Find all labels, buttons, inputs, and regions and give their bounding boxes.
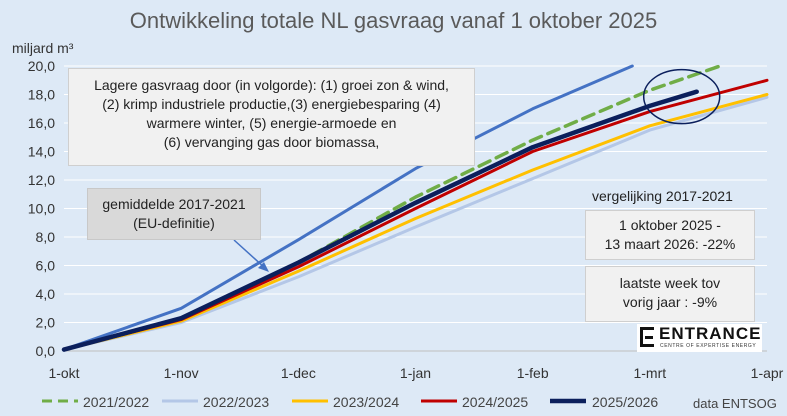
x-tick-label: 1-mrt <box>633 365 666 381</box>
causes-line: (2) krimp industriele productie,(3) ener… <box>102 96 441 112</box>
x-tick-label: 1-feb <box>517 365 549 381</box>
average-arrow-head <box>258 262 269 272</box>
y-tick-label: 20,0 <box>28 58 55 74</box>
y-tick-label: 2,0 <box>36 315 56 331</box>
y-tick-label: 14,0 <box>28 144 55 160</box>
causes-line: warmere winter, (5) energie-armoede en <box>146 115 397 131</box>
y-axis-unit: miljard m³ <box>12 40 74 56</box>
week-line: laatste week tov <box>619 275 721 291</box>
highlight-ellipse <box>642 68 721 125</box>
x-tick-label: 1-jan <box>400 365 431 381</box>
source-label: data ENTSOG <box>693 396 777 411</box>
comparison-line: 1 oktober 2025 - <box>619 217 721 233</box>
y-tick-label: 6,0 <box>36 258 56 274</box>
y-tick-label: 12,0 <box>28 172 55 188</box>
causes-line: Lagere gasvraag door (in volgorde): (1) … <box>94 77 449 93</box>
week-annotation: laatste week tov vorig jaar : -9% <box>585 266 755 322</box>
comparison-label: vergelijking 2017-2021 <box>592 188 733 204</box>
average-line: gemiddelde 2017-2021 <box>102 196 246 212</box>
x-tick-label: 1-okt <box>48 365 79 381</box>
entrance-logo: ENTRANCE CENTRE OF EXPERTISE ENERGY <box>637 324 762 352</box>
logo-name: ENTRANCE <box>659 324 762 343</box>
legend-label: 2021/2022 <box>83 394 150 410</box>
chart-title: Ontwikkeling totale NL gasvraag vanaf 1 … <box>129 8 658 33</box>
week-line: vorig jaar : -9% <box>622 294 718 310</box>
x-tick-label: 1-nov <box>164 365 199 381</box>
y-tick-label: 4,0 <box>36 286 56 302</box>
x-tick-label: 1-dec <box>281 365 316 381</box>
average-annotation: gemiddelde 2017-2021 (EU-definitie) <box>87 188 261 240</box>
legend-label: 2022/2023 <box>203 394 270 410</box>
causes-annotation: Lagere gasvraag door (in volgorde): (1) … <box>68 68 475 166</box>
series-line <box>62 64 634 352</box>
comparison-annotation: 1 oktober 2025 - 13 maart 2026: -22% <box>585 210 755 260</box>
causes-line: (6) vervanging gas door biomassa, <box>163 134 380 150</box>
y-tick-label: 16,0 <box>28 115 55 131</box>
y-tick-label: 10,0 <box>28 201 55 217</box>
legend-label: 2025/2026 <box>592 394 659 410</box>
series-line <box>61 89 699 352</box>
y-tick-label: 8,0 <box>36 229 56 245</box>
legend-label: 2024/2025 <box>462 394 529 410</box>
legend-label: 2023/2024 <box>333 394 400 410</box>
y-tick-label: 18,0 <box>28 87 55 103</box>
average-line: (EU-definitie) <box>133 215 215 231</box>
comparison-line: 13 maart 2026: -22% <box>604 236 736 252</box>
logo-mark-icon <box>640 327 654 347</box>
logo-subtitle: CENTRE OF EXPERTISE ENERGY <box>660 343 757 349</box>
y-tick-label: 0,0 <box>36 343 56 359</box>
average-arrow <box>233 239 266 269</box>
x-tick-label: 1-apr <box>751 365 784 381</box>
